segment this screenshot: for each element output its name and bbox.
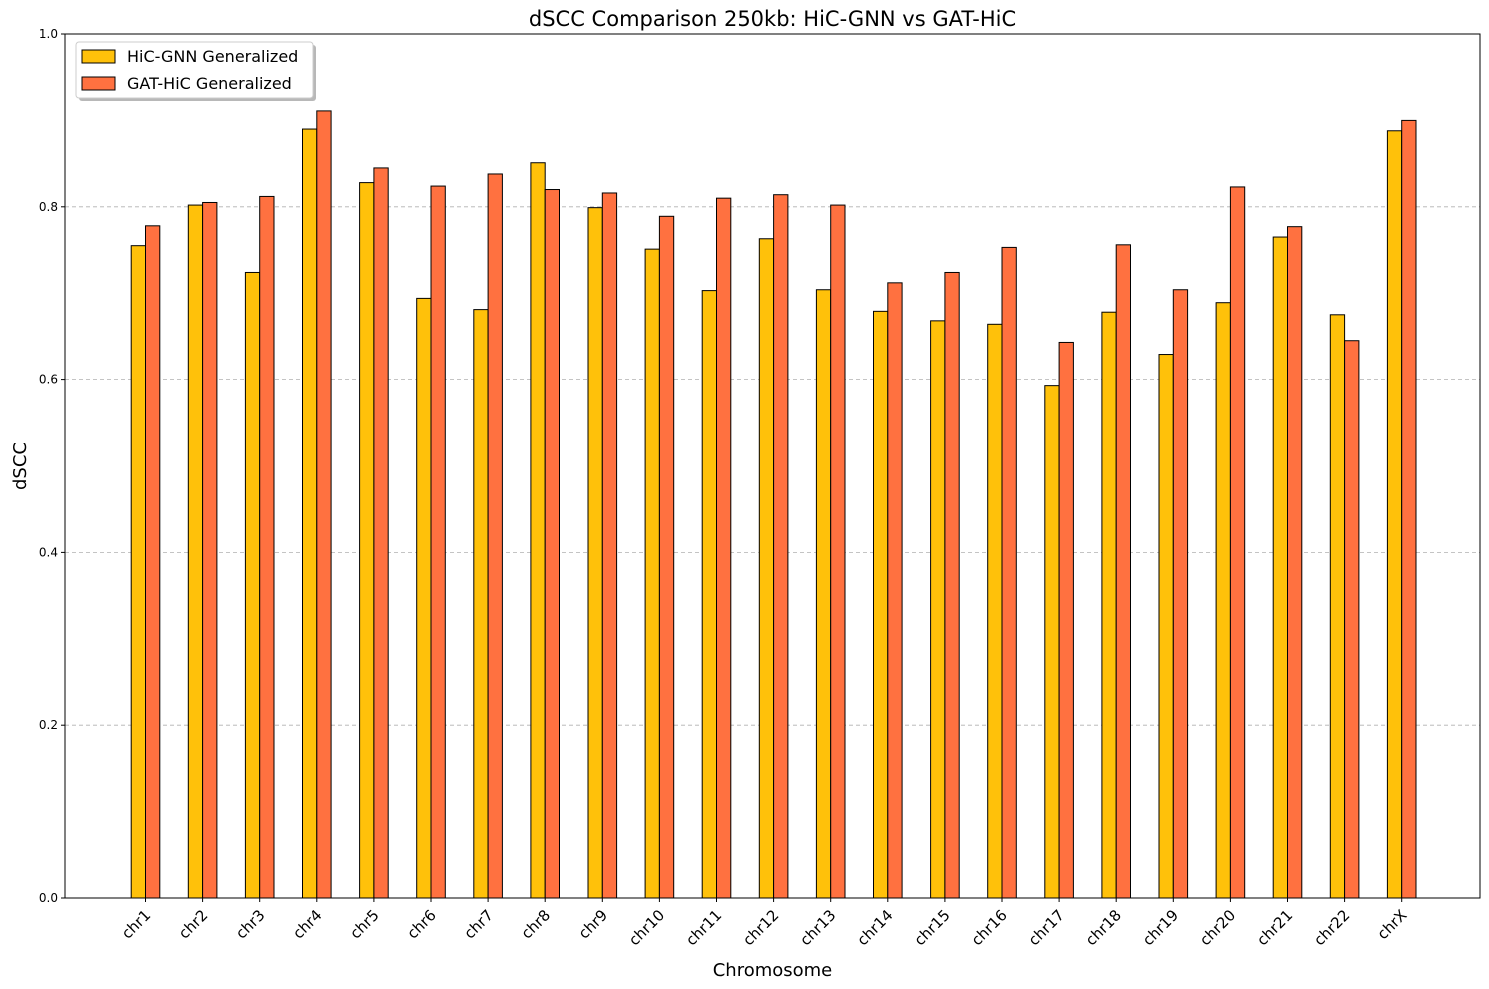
bar-gat-hic-chr3 [259,195,275,899]
bar-gat-hic-chr20 [1229,186,1246,899]
legend: HiC-GNN Generalized GAT-HiC Generalized [75,41,316,101]
legend-label: HiC-GNN Generalized [127,47,298,66]
x-tick-label: chr18 [1082,906,1125,949]
x-tick-label: chr4 [289,906,325,942]
x-tick-label: chrX [1374,906,1411,943]
bar-hic-gnn-chr12 [758,238,775,899]
bar-hic-gnn-chr14 [873,310,889,899]
bar-hic-gnn-chr2 [187,204,204,899]
bar-gat-hic-chr22 [1344,340,1360,899]
y-tick-label: 0.2 [39,718,58,732]
bar-gat-hic-chr19 [1172,289,1189,899]
bar-gat-hic-chr10 [658,215,675,899]
bar-hic-gnn-chr16 [987,323,1003,899]
bar-hic-gnn-chr6 [416,297,432,899]
plot-frame [64,33,1481,899]
bar-gat-hic-chr6 [430,185,446,899]
x-tick-label: chr7 [461,906,497,942]
bar-gat-hic-chrX [1401,119,1417,899]
bar-hic-gnn-chr13 [815,289,832,899]
x-tick-label: chr16 [968,906,1011,949]
bar-gat-hic-chr15 [944,271,960,899]
x-tick-label: chr17 [1025,906,1068,949]
bar-hic-gnn-chr5 [359,182,375,899]
bar-hic-gnn-chr22 [1329,314,1346,899]
legend-swatch [81,49,116,64]
x-tick-label: chr6 [403,906,439,942]
bar-hic-gnn-chr17 [1044,385,1060,899]
bar-gat-hic-chr17 [1058,341,1074,899]
bar-hic-gnn-chr18 [1101,311,1117,899]
x-tick-label: chr11 [682,906,725,949]
bar-hic-gnn-chr21 [1272,236,1288,899]
bar-hic-gnn-chr7 [473,309,489,899]
x-tick-label: chr19 [1139,906,1182,949]
x-tick-label: chr22 [1310,906,1353,949]
x-tick-label: chr20 [1196,906,1239,949]
chart-title: dSCC Comparison 250kb: HiC-GNN vs GAT-Hi… [529,7,1016,31]
x-tick-label: chr15 [911,906,954,949]
bar-hic-gnn-chr3 [244,271,261,899]
bar-hic-gnn-chrX [1386,130,1403,899]
bar-hic-gnn-chr8 [530,162,546,899]
y-tick-label: 0.6 [39,373,58,387]
x-tick-label: chr9 [575,906,611,942]
x-axis: chr1 chr2 chr3 chr4 chr5 chr6 chr7 chr8 chr9 chr1… [118,898,1411,949]
x-tick-label: chr10 [625,906,668,949]
y-tick-label: 1.0 [39,27,58,41]
x-tick-label: chr12 [739,906,782,949]
y-axis: 0.0 0.2 0.4 0.6 0.8 1.0 [39,27,65,905]
x-tick-label: chr14 [853,906,896,949]
x-tick-label: chr3 [232,906,268,942]
bar-gat-hic-chr5 [373,167,389,899]
bar-hic-gnn-chr9 [587,207,603,899]
bar-gat-hic-chr12 [773,194,789,899]
legend-swatch [81,76,116,91]
bar-gat-hic-chr8 [544,189,561,899]
bar-gat-hic-chr9 [601,192,618,899]
bar-gat-hic-chr7 [487,173,503,899]
bar-hic-gnn-chr20 [1215,302,1231,899]
x-tick-label: chr13 [796,906,839,949]
legend-label: GAT-HiC Generalized [127,74,292,93]
x-tick-label: chr8 [518,906,554,942]
y-tick-label: 0.0 [39,891,58,905]
bars-layer [130,110,1417,899]
bar-hic-gnn-chr10 [644,248,660,899]
y-axis-label: dSCC [10,442,31,490]
bar-hic-gnn-chr4 [302,128,318,899]
x-tick-label: chr2 [175,906,211,942]
bar-gat-hic-chr1 [145,225,161,899]
x-tick-label: chr21 [1253,906,1296,949]
x-tick-label: chr5 [346,906,382,942]
bar-hic-gnn-chr1 [130,245,146,899]
bar-hic-gnn-chr11 [701,290,718,899]
bar-gat-hic-chr4 [316,110,332,899]
y-tick-label: 0.8 [39,200,58,214]
bar-gat-hic-chr11 [716,197,732,899]
bar-gat-hic-chr16 [1001,246,1017,899]
x-tick-label: chr1 [118,906,154,942]
bar-gat-hic-chr2 [202,201,218,899]
bar-gat-hic-chr21 [1287,226,1303,899]
y-tick-label: 0.4 [39,545,58,559]
bar-hic-gnn-chr19 [1158,354,1174,899]
legend-box [75,41,314,99]
bar-hic-gnn-chr15 [930,320,946,899]
bar-gat-hic-chr14 [887,282,903,899]
x-axis-label: Chromosome [713,960,833,981]
bar-gat-hic-chr18 [1115,244,1131,899]
bar-gat-hic-chr13 [830,204,846,899]
